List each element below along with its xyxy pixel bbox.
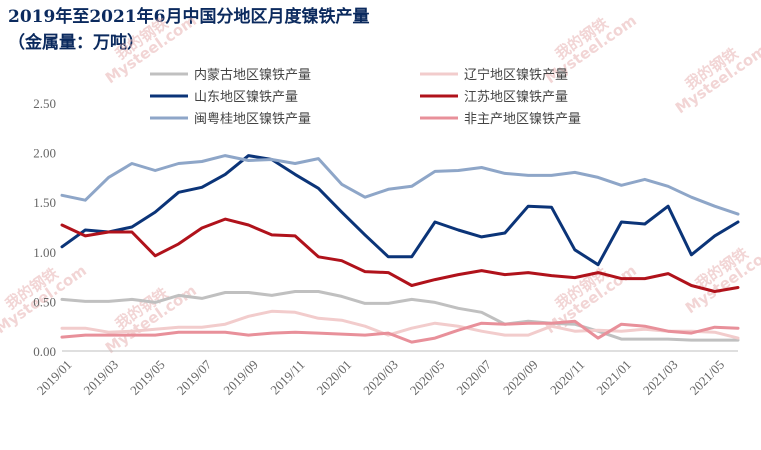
legend-label: 辽宁地区镍铁产量 [464, 67, 568, 83]
x-tick-label: 2020/07 [453, 357, 494, 398]
series-line [60, 154, 740, 267]
x-tick-label: 2019/07 [174, 357, 215, 398]
x-tick-label: 2021/05 [686, 357, 727, 398]
x-tick-label: 2020/09 [500, 357, 541, 398]
chart-subtitle: （金属量：万吨） [8, 33, 144, 53]
y-tick-label: 2.00 [33, 146, 56, 161]
x-tick-label: 2020/11 [547, 357, 587, 397]
y-tick-label: 1.50 [33, 195, 56, 210]
series-line [60, 290, 740, 342]
x-tick-label: 2021/01 [593, 357, 634, 398]
x-tick-label: 2020/03 [360, 357, 401, 398]
x-tick-label: 2019/01 [34, 357, 75, 398]
x-tick-label: 2019/05 [127, 357, 168, 398]
x-tick-label: 2021/03 [640, 357, 681, 398]
series-line [60, 154, 740, 216]
legend-label: 内蒙古地区镍铁产量 [194, 67, 311, 83]
legend-label: 非主产地区镍铁产量 [464, 112, 581, 127]
series-line [60, 309, 740, 340]
x-tick-label: 2019/11 [267, 357, 307, 397]
x-tick-label: 2019/09 [220, 357, 261, 398]
x-tick-label: 2020/01 [314, 357, 355, 398]
y-tick-label: 2.50 [33, 96, 56, 111]
series-line [60, 319, 740, 344]
legend-label: 江苏地区镍铁产量 [464, 89, 568, 105]
x-tick-label: 2019/03 [80, 357, 121, 398]
legend-label: 山东地区镍铁产量 [194, 90, 298, 105]
x-tick-label: 2020/05 [407, 357, 448, 398]
series-line [60, 217, 740, 293]
chart-title: 2019年至2021年6月中国分地区月度镍铁产量 [8, 7, 370, 27]
legend-label: 闽粤桂地区镍铁产量 [194, 111, 311, 127]
series-lines [60, 154, 740, 344]
y-tick-label: 0.00 [33, 344, 56, 359]
y-tick-label: 1.00 [33, 245, 56, 260]
y-tick-label: 0.50 [33, 294, 56, 309]
